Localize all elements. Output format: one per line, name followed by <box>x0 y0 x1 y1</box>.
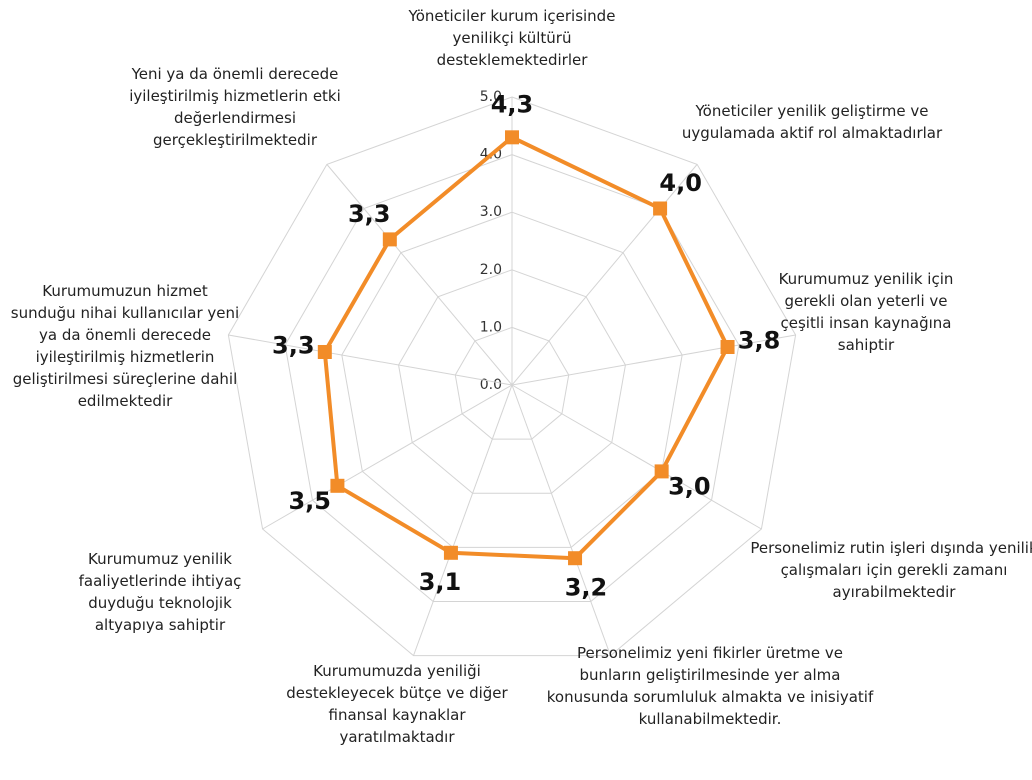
spoke <box>511 384 762 530</box>
category-label: Kurumumuzun hizmet sunduğu nihai kullanı… <box>10 282 240 410</box>
spoke <box>511 334 796 386</box>
value-label: 3,1 <box>419 568 462 596</box>
data-marker <box>317 344 332 359</box>
category-label: Yöneticiler kurum içerisinde yenilikçi k… <box>408 7 616 69</box>
spoke <box>228 334 513 386</box>
data-marker <box>720 339 735 354</box>
value-label: 3,0 <box>668 472 711 500</box>
spoke <box>326 164 513 386</box>
data-marker <box>330 478 345 493</box>
data-marker <box>443 545 458 560</box>
data-marker <box>654 464 669 479</box>
value-label: 3,8 <box>738 326 781 354</box>
value-label: 3,5 <box>288 487 331 515</box>
y-tick-label: 3.0 <box>480 204 502 220</box>
spoke <box>511 384 611 656</box>
grid-ring <box>454 326 570 440</box>
series-line <box>322 135 730 561</box>
y-tick-label: 0.0 <box>480 377 502 393</box>
category-label: Kurumumuzda yeniliği destekleyecek bütçe… <box>286 662 508 746</box>
category-label: Personelimiz yeni fikirler üretme ve bun… <box>546 644 874 728</box>
spoke <box>262 384 513 530</box>
y-tick-label: 1.0 <box>480 319 502 335</box>
y-tick-label: 2.0 <box>480 262 502 278</box>
value-label: 3,3 <box>348 200 391 228</box>
value-label: 3,2 <box>565 573 608 601</box>
spoke <box>413 384 513 656</box>
category-label: Yeni ya da önemli derecede iyileştirilmi… <box>129 65 341 149</box>
category-label: Kurumumuz yenilik için gerekli olan yete… <box>778 270 954 354</box>
data-marker <box>653 201 668 216</box>
category-label: Yöneticiler yenilik geliştirme ve uygula… <box>681 102 943 142</box>
category-label: Kurumumuz yenilik faaliyetlerinde ihtiya… <box>78 550 242 634</box>
grid-ring <box>398 269 626 494</box>
data-marker <box>568 551 583 566</box>
y-tick-label: 5.0 <box>480 89 502 105</box>
category-label: Personelimiz rutin işleri dışında yenili… <box>750 539 1032 601</box>
value-label: 4,3 <box>491 90 534 118</box>
spoke <box>511 164 698 386</box>
grid-ring <box>284 154 740 603</box>
value-label: 4,0 <box>659 169 702 197</box>
data-marker <box>505 130 519 145</box>
value-label: 3,3 <box>272 331 315 359</box>
grid-ring <box>227 96 797 657</box>
data-marker <box>382 232 397 247</box>
grid-ring <box>341 211 683 548</box>
